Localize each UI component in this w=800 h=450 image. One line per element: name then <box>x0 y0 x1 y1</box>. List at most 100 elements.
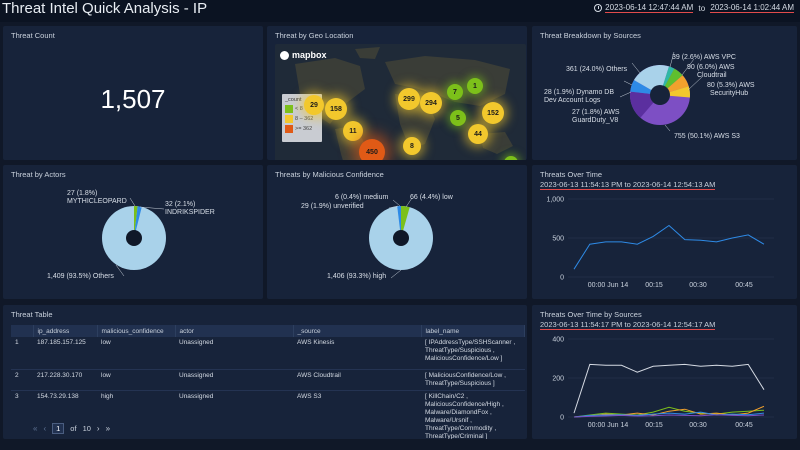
series-line[interactable] <box>573 224 765 270</box>
confidence-panel: Threats by Malicious Confidence 6 (0.4%)… <box>267 165 527 299</box>
panel-title: Threat Count <box>11 31 55 40</box>
y-tick-label: 1,000 <box>546 197 564 204</box>
legend-label: MYTHICLEOPARD <box>67 198 127 205</box>
current-page-input[interactable]: 1 <box>52 423 65 434</box>
panel-title: Threats by Malicious Confidence <box>275 170 384 179</box>
legend-label: 361 (24.0%) Others <box>566 66 628 73</box>
legend-label: 32 (2.1%) <box>165 201 196 208</box>
x-tick-label: 00:00 Jun 14 <box>588 422 629 429</box>
geo-bubble[interactable]: 44 <box>468 124 488 144</box>
total-pages: 10 <box>82 424 91 433</box>
y-tick-label: 0 <box>560 415 564 422</box>
clock-icon <box>594 4 603 12</box>
x-tick-label: 00:30 <box>689 422 707 429</box>
x-tick-label: 00:45 <box>735 422 753 429</box>
legend-label: 66 (4.4%) low <box>410 194 453 201</box>
legend-label: 39 (2.6%) AWS VPC <box>672 54 736 61</box>
geo-bubble[interactable]: 29 <box>304 95 324 115</box>
geo-bubble[interactable]: 158 <box>325 98 347 120</box>
confidence-donut-chart[interactable] <box>267 165 527 299</box>
table-header-row: ip_address malicious_confidence actor _s… <box>11 325 525 337</box>
threat-table-panel: Threat Table ip_address malicious_confid… <box>3 305 527 439</box>
geo-bubble[interactable]: 11 <box>343 121 363 141</box>
x-tick-label: 00:00 Jun 14 <box>588 282 629 289</box>
page-title: Threat Intel Quick Analysis - IP <box>2 0 208 17</box>
sources-breakdown-panel: Threat Breakdown by Sources 39 (2.6%) AW… <box>532 26 797 160</box>
prev-page-icon[interactable]: ‹ <box>43 424 47 433</box>
legend-label: 28 (1.9%) Dynamo DB <box>544 89 615 96</box>
column-header[interactable]: label_name <box>421 325 525 337</box>
legend-label: 90 (6.0%) AWS <box>687 64 735 71</box>
legend-label: Dev Account Logs <box>544 97 601 104</box>
legend-label: 1,406 (93.3%) high <box>327 273 387 280</box>
panel-title: Threats Over Time by Sources <box>540 310 642 319</box>
series-line[interactable] <box>573 406 765 418</box>
geo-location-panel: Threat by Geo Location mapbox _count < 8… <box>267 26 527 160</box>
geo-bubble[interactable]: 450 <box>359 139 385 160</box>
legend-label: 6 (0.4%) medium <box>335 194 389 201</box>
time-range-label: 2023-06-13 11:54:17 PM to 2023-06-14 12:… <box>540 320 716 330</box>
time-separator: to <box>696 3 708 13</box>
map-legend: _count < 8 8 – 362 >= 362 <box>282 94 322 142</box>
table-row[interactable]: 2 217.228.30.170 low Unassigned AWS Clou… <box>11 369 525 391</box>
legend-label: 27 (1.8%) <box>67 190 98 197</box>
series-line[interactable] <box>573 411 765 418</box>
time-range-picker[interactable]: 2023-06-14 12:47:44 AM to 2023-06-14 1:0… <box>594 3 794 13</box>
mapbox-logo[interactable]: mapbox <box>280 50 327 60</box>
y-tick-label: 0 <box>560 275 564 282</box>
table-pagination: « ‹ 1 of 10 › » <box>33 423 111 434</box>
table-row[interactable]: 1 187.185.157.125 low Unassigned AWS Kin… <box>11 337 525 370</box>
first-page-icon[interactable]: « <box>33 424 38 433</box>
geo-bubble[interactable]: 7 <box>447 84 463 100</box>
column-header[interactable]: malicious_confidence <box>97 325 176 337</box>
column-header[interactable]: _source <box>293 325 422 337</box>
time-to: 2023-06-14 1:02:44 AM <box>710 3 794 13</box>
legend-label: 1,409 (93.5%) Others <box>47 273 114 280</box>
threat-table: ip_address malicious_confidence actor _s… <box>11 325 525 439</box>
legend-label: SecurityHub <box>710 90 749 97</box>
column-header[interactable]: ip_address <box>33 325 98 337</box>
column-header[interactable]: actor <box>175 325 294 337</box>
threats-over-time-chart[interactable]: 1,000 500 0 00:00 Jun 14 00:15 00:30 00:45 <box>532 165 797 299</box>
x-tick-label: 00:15 <box>645 282 663 289</box>
legend-label: 755 (50.1%) AWS S3 <box>674 133 740 140</box>
geo-bubble[interactable]: 5 <box>450 110 466 126</box>
last-page-icon[interactable]: » <box>105 424 111 433</box>
panel-title: Threat Table <box>11 310 53 319</box>
panel-title: Threat by Geo Location <box>275 31 354 40</box>
world-map[interactable]: mapbox _count < 8 8 – 362 >= 362 29 158 … <box>275 44 526 160</box>
panel-title: Threats Over Time <box>540 170 603 179</box>
next-page-icon[interactable]: › <box>96 424 100 433</box>
panel-title: Threat Breakdown by Sources <box>540 31 641 40</box>
y-tick-label: 400 <box>552 337 564 344</box>
sources-donut-chart[interactable] <box>532 26 797 160</box>
y-tick-label: 500 <box>552 236 564 243</box>
mapbox-icon <box>280 50 289 60</box>
geo-bubble[interactable]: 8 <box>403 137 421 155</box>
dashboard-header: Threat Intel Quick Analysis - IP 2023-06… <box>0 0 800 22</box>
threats-over-time-panel: Threats Over Time 2023-06-13 11:54:13 PM… <box>532 165 797 299</box>
geo-bubble[interactable]: 152 <box>482 102 504 124</box>
panel-title: Threat by Actors <box>11 170 66 179</box>
legend-label: 29 (1.9%) unverified <box>301 203 364 210</box>
legend-label: Cloudtrail <box>697 72 727 79</box>
legend-label: GuardDuty_V8 <box>572 117 619 124</box>
legend-label: 80 (5.3%) AWS <box>707 82 755 89</box>
x-tick-label: 00:45 <box>735 282 753 289</box>
series-line[interactable] <box>573 363 765 414</box>
geo-bubble[interactable]: 294 <box>420 92 442 114</box>
series-line[interactable] <box>573 414 765 418</box>
actors-donut-chart[interactable] <box>3 165 263 299</box>
threat-count-panel: Threat Count 1,507 <box>3 26 263 160</box>
legend-label: INDRIKSPIDER <box>165 209 215 216</box>
x-tick-label: 00:30 <box>689 282 707 289</box>
geo-bubble[interactable]: 299 <box>398 88 420 110</box>
geo-bubble[interactable]: 6 <box>504 156 518 160</box>
y-tick-label: 200 <box>552 376 564 383</box>
time-range-label: 2023-06-13 11:54:13 PM to 2023-06-14 12:… <box>540 180 716 190</box>
geo-bubble[interactable]: 1 <box>467 78 483 94</box>
legend-label: 27 (1.8%) AWS <box>572 109 620 116</box>
threat-count-value: 1,507 <box>100 84 166 114</box>
threats-by-sources-chart[interactable]: 400 200 0 00:00 Jun 14 00:15 00:30 00:45 <box>532 305 797 439</box>
table-row[interactable]: 3 154.73.29.138 high Unassigned AWS S3 [… <box>11 390 525 439</box>
